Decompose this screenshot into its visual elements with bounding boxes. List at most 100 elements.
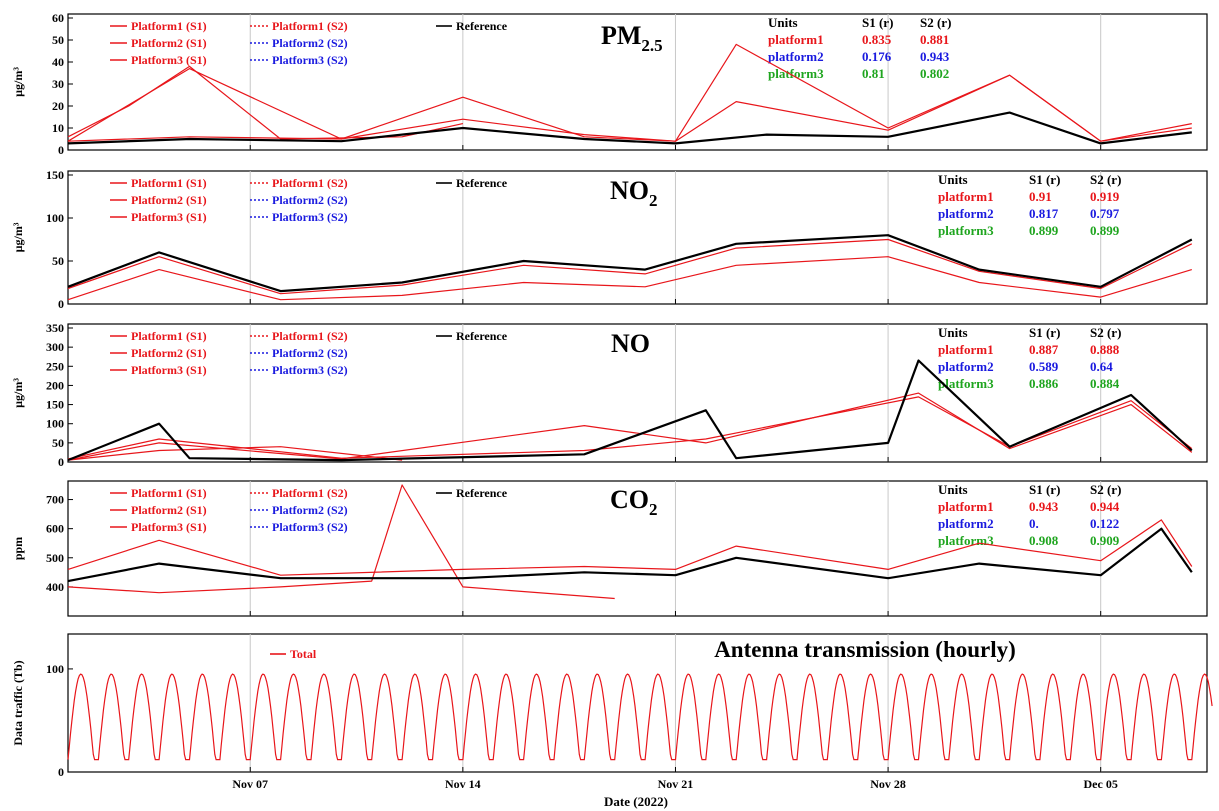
x-tick-label: Nov 28 bbox=[870, 777, 906, 791]
stats-row-s1: 0.835 bbox=[862, 32, 892, 47]
legend-label: Platform2 (S2) bbox=[272, 36, 348, 50]
series-line-reference bbox=[67, 111, 1192, 145]
stats-row-name: platform1 bbox=[768, 32, 824, 47]
series-line-total bbox=[67, 673, 1213, 761]
stats-row-s1: 0.887 bbox=[1029, 342, 1059, 357]
stats-row-s1: 0.176 bbox=[862, 49, 892, 64]
y-tick-label: 10 bbox=[52, 121, 64, 135]
stats-row-name: platform3 bbox=[938, 376, 994, 391]
y-axis-label: µg/m³ bbox=[11, 378, 25, 408]
legend-label: Platform2 (S1) bbox=[131, 346, 207, 360]
stats-row-name: platform2 bbox=[938, 206, 994, 221]
series-line-platform1-s1 bbox=[67, 396, 1193, 460]
y-tick-label: 600 bbox=[46, 522, 64, 536]
y-tick-label: 400 bbox=[46, 580, 64, 594]
stats-header: S2 (r) bbox=[1090, 172, 1121, 187]
y-axis-label: µg/m³ bbox=[11, 67, 25, 97]
legend-label: Platform2 (S2) bbox=[272, 346, 348, 360]
series-line-reference bbox=[67, 527, 1193, 583]
stats-row-s2: 0.802 bbox=[920, 66, 949, 81]
panel-2: 0 50 100 150 µg/m³ NO2 Platform1 (S1) Platform2… bbox=[11, 168, 1208, 311]
stats-row-s1: 0.91 bbox=[1029, 189, 1052, 204]
stats-row-name: platform1 bbox=[938, 189, 994, 204]
y-tick-label: 50 bbox=[52, 436, 64, 450]
stats-header: Units bbox=[938, 172, 968, 187]
stats-row-s1: 0.81 bbox=[862, 66, 885, 81]
panel-4: 400 500 600 700 ppm CO2 Platform1 (S1) Platform… bbox=[11, 480, 1208, 617]
plot-frame bbox=[67, 13, 1208, 151]
y-axis-label: Data traffic (Tb) bbox=[11, 660, 25, 745]
y-tick-label: 500 bbox=[46, 551, 64, 565]
y-tick-label: 350 bbox=[46, 321, 64, 335]
stats-row-s1: 0.817 bbox=[1029, 206, 1059, 221]
stats-row-name: platform2 bbox=[768, 49, 824, 64]
panel-title: NO bbox=[611, 329, 650, 358]
series-line-platform3-s1 bbox=[67, 519, 1193, 576]
stats-header: S2 (r) bbox=[1090, 482, 1121, 497]
series-line-platform3-s1 bbox=[67, 392, 1193, 461]
legend-label: Total bbox=[290, 647, 317, 661]
series-line-reference bbox=[67, 359, 1193, 462]
panel-title: CO2 bbox=[610, 485, 658, 519]
legend-label: Platform3 (S2) bbox=[272, 210, 348, 224]
stats-row-s1: 0. bbox=[1029, 516, 1039, 531]
legend-label: Reference bbox=[456, 19, 508, 33]
legend-label: Platform1 (S1) bbox=[131, 176, 207, 190]
stats-row-s2: 0.909 bbox=[1090, 533, 1120, 548]
stats-header: S1 (r) bbox=[1029, 325, 1060, 340]
panel-5: 0 100 Data traffic (Tb) Antenna transmissio… bbox=[11, 633, 1213, 791]
y-tick-label: 30 bbox=[52, 77, 64, 91]
stats-row-s2: 0.899 bbox=[1090, 223, 1120, 238]
legend-label: Reference bbox=[456, 329, 508, 343]
legend-label: Platform1 (S1) bbox=[131, 486, 207, 500]
y-tick-label: 150 bbox=[46, 168, 64, 182]
stats-header: Units bbox=[768, 15, 798, 30]
panel-1: 0 10 20 30 40 50 60 µg/m³ PM2.5 Platform1 (S1) Pla… bbox=[11, 11, 1208, 157]
stats-row-name: platform3 bbox=[938, 533, 994, 548]
plot-frame bbox=[67, 170, 1208, 305]
stats-row-name: platform1 bbox=[938, 342, 994, 357]
stats-row-s1: 0.589 bbox=[1029, 359, 1059, 374]
y-axis-label: µg/m³ bbox=[11, 222, 25, 252]
y-tick-label: 100 bbox=[46, 662, 64, 676]
legend-label: Platform2 (S2) bbox=[272, 193, 348, 207]
legend-label: Platform1 (S2) bbox=[272, 176, 348, 190]
y-tick-label: 300 bbox=[46, 340, 64, 354]
y-tick-label: 200 bbox=[46, 378, 64, 392]
y-tick-label: 20 bbox=[52, 99, 64, 113]
series-line-platform1-s1 bbox=[67, 238, 1193, 295]
y-tick-label: 150 bbox=[46, 398, 64, 412]
legend-label: Platform2 (S2) bbox=[272, 503, 348, 517]
stats-row-s2: 0.884 bbox=[1090, 376, 1120, 391]
panel-title: NO2 bbox=[610, 176, 658, 210]
series-line-platform1-s1 bbox=[67, 43, 1192, 142]
plot-frame bbox=[67, 480, 1208, 617]
stats-row-s1: 0.886 bbox=[1029, 376, 1059, 391]
plot-frame bbox=[67, 633, 1208, 773]
legend-label: Platform3 (S2) bbox=[272, 53, 348, 67]
stats-row-name: platform2 bbox=[938, 359, 994, 374]
legend-label: Platform3 (S2) bbox=[272, 520, 348, 534]
x-tick-label: Nov 14 bbox=[445, 777, 481, 791]
stats-header: S1 (r) bbox=[1029, 172, 1060, 187]
y-tick-label: 40 bbox=[52, 55, 64, 69]
y-tick-label: 0 bbox=[58, 455, 64, 469]
stats-row-s2: 0.881 bbox=[920, 32, 949, 47]
x-tick-label: Nov 21 bbox=[658, 777, 694, 791]
stats-header: S1 (r) bbox=[1029, 482, 1060, 497]
stats-row-name: platform1 bbox=[938, 499, 994, 514]
y-tick-label: 250 bbox=[46, 359, 64, 373]
plot-frame bbox=[67, 323, 1208, 463]
y-tick-label: 60 bbox=[52, 11, 64, 25]
series-line-platform2-s1 bbox=[67, 484, 615, 600]
legend-label: Platform3 (S1) bbox=[131, 363, 207, 377]
legend-label: Platform2 (S1) bbox=[131, 36, 207, 50]
stats-row-s2: 0.943 bbox=[920, 49, 950, 64]
legend-label: Platform3 (S2) bbox=[272, 363, 348, 377]
stats-row-s2: 0.122 bbox=[1090, 516, 1119, 531]
legend-label: Reference bbox=[456, 176, 508, 190]
stats-row-s2: 0.797 bbox=[1090, 206, 1120, 221]
stats-header: S2 (r) bbox=[1090, 325, 1121, 340]
y-tick-label: 100 bbox=[46, 211, 64, 225]
y-tick-label: 0 bbox=[58, 297, 64, 311]
